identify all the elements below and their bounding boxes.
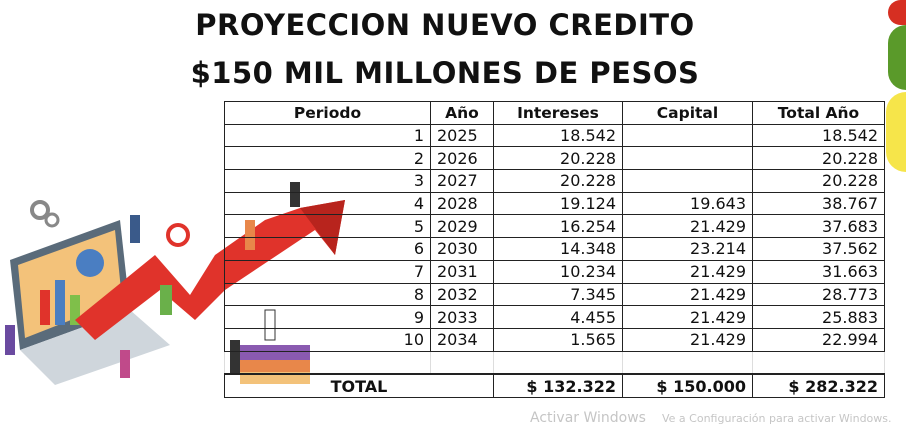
- cell-total-ano: 37.683: [752, 214, 885, 239]
- total-row: TOTAL $ 132.322 $ 150.000 $ 282.322: [224, 373, 885, 398]
- table-row: 3 2027 20.228 20.228: [224, 169, 885, 193]
- cell-capital: 21.429: [622, 327, 753, 352]
- cell-intereses: 14.348: [493, 237, 623, 261]
- decor-circle-green: [888, 25, 906, 90]
- credit-projection-table: Periodo Año Intereses Capital Total Año …: [224, 101, 885, 398]
- cell-periodo: 3: [224, 169, 431, 193]
- empty-cell: [752, 350, 885, 376]
- decor-circle-red: [888, 0, 906, 25]
- cell-total-ano: 22.994: [752, 327, 885, 352]
- cell-ano: 2027: [430, 169, 494, 193]
- table-header-row: Periodo Año Intereses Capital Total Año: [224, 101, 885, 125]
- empty-cell: [224, 350, 431, 376]
- cell-periodo: 5: [224, 214, 431, 239]
- table-row: 6 2030 14.348 23.214 37.562: [224, 237, 885, 261]
- cell-capital: [622, 146, 753, 171]
- table-row: 8 2032 7.345 21.429 28.773: [224, 282, 885, 307]
- cell-capital: [622, 169, 753, 193]
- cell-periodo: 8: [224, 282, 431, 307]
- cell-intereses: 1.565: [493, 327, 623, 352]
- cell-ano: 2025: [430, 123, 494, 148]
- cell-ano: 2030: [430, 237, 494, 261]
- cell-total-ano: 37.562: [752, 237, 885, 261]
- cell-capital: [622, 123, 753, 148]
- header-periodo: Periodo: [224, 101, 431, 125]
- title-line-2: $150 MIL MILLONES DE PESOS: [190, 56, 700, 90]
- cell-intereses: 10.234: [493, 259, 623, 284]
- table-row: 10 2034 1.565 21.429 22.994: [224, 327, 885, 352]
- cell-periodo: 10: [224, 327, 431, 352]
- cell-total-ano: 18.542: [752, 123, 885, 148]
- cell-capital: 21.429: [622, 282, 753, 307]
- header-capital: Capital: [622, 101, 753, 125]
- cell-capital: 21.429: [622, 259, 753, 284]
- cell-periodo: 1: [224, 123, 431, 148]
- table-row: 9 2033 4.455 21.429 25.883: [224, 305, 885, 329]
- total-intereses: $ 132.322: [493, 373, 623, 398]
- cell-total-ano: 25.883: [752, 305, 885, 329]
- watermark-line-2: Ve a Configuración para activar Windows.: [662, 412, 892, 425]
- total-total: $ 282.322: [752, 373, 885, 398]
- cell-ano: 2028: [430, 191, 494, 216]
- cell-ano: 2033: [430, 305, 494, 329]
- cell-capital: 19.643: [622, 191, 753, 216]
- table-row: 5 2029 16.254 21.429 37.683: [224, 214, 885, 239]
- cell-periodo: 9: [224, 305, 431, 329]
- watermark-line-1: Activar Windows: [530, 410, 646, 426]
- cell-periodo: 2: [224, 146, 431, 171]
- header-intereses: Intereses: [493, 101, 623, 125]
- cell-intereses: 7.345: [493, 282, 623, 307]
- title-line-1: PROYECCION NUEVO CREDITO: [195, 8, 695, 42]
- cell-capital: 23.214: [622, 237, 753, 261]
- cell-intereses: 20.228: [493, 146, 623, 171]
- cell-periodo: 7: [224, 259, 431, 284]
- header-ano: Año: [430, 101, 494, 125]
- cell-total-ano: 38.767: [752, 191, 885, 216]
- cell-intereses: 20.228: [493, 169, 623, 193]
- cell-capital: 21.429: [622, 305, 753, 329]
- table-row: 4 2028 19.124 19.643 38.767: [224, 191, 885, 216]
- cell-total-ano: 20.228: [752, 169, 885, 193]
- empty-cell: [493, 350, 623, 376]
- table-row: 7 2031 10.234 21.429 31.663: [224, 259, 885, 284]
- cell-total-ano: 20.228: [752, 146, 885, 171]
- cell-intereses: 4.455: [493, 305, 623, 329]
- cell-periodo: 4: [224, 191, 431, 216]
- cell-ano: 2029: [430, 214, 494, 239]
- cell-capital: 21.429: [622, 214, 753, 239]
- total-label: TOTAL: [224, 373, 494, 398]
- empty-row: [224, 350, 885, 376]
- cell-ano: 2026: [430, 146, 494, 171]
- header-total-ano: Total Año: [752, 101, 885, 125]
- cell-total-ano: 28.773: [752, 282, 885, 307]
- cell-intereses: 16.254: [493, 214, 623, 239]
- empty-cell: [430, 350, 494, 376]
- decor-circle-yellow: [886, 92, 906, 172]
- empty-cell: [622, 350, 753, 376]
- cell-intereses: 19.124: [493, 191, 623, 216]
- table-row: 2 2026 20.228 20.228: [224, 146, 885, 171]
- cell-ano: 2034: [430, 327, 494, 352]
- cell-intereses: 18.542: [493, 123, 623, 148]
- cell-ano: 2031: [430, 259, 494, 284]
- cell-periodo: 6: [224, 237, 431, 261]
- table-row: 1 2025 18.542 18.542: [224, 123, 885, 148]
- cell-ano: 2032: [430, 282, 494, 307]
- cell-total-ano: 31.663: [752, 259, 885, 284]
- total-capital: $ 150.000: [622, 373, 753, 398]
